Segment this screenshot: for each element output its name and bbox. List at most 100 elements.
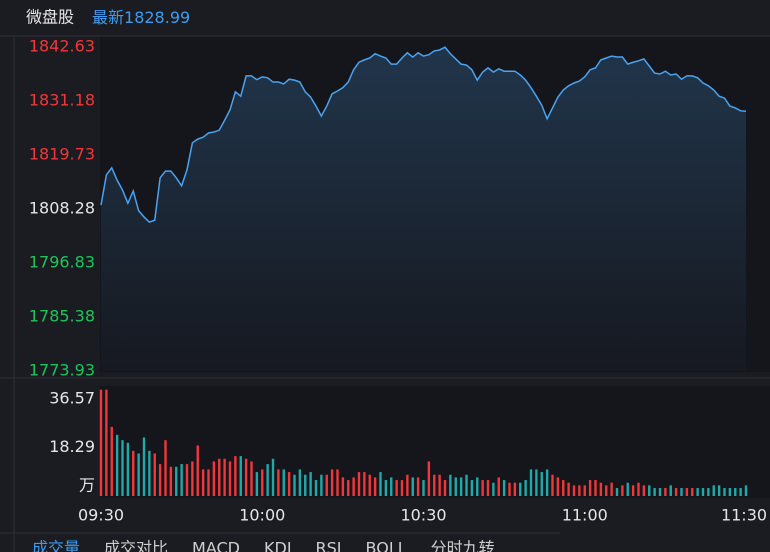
volume-bar [341, 477, 345, 496]
volume-bar [357, 472, 361, 496]
x-tick-label: 10:30 [400, 506, 446, 525]
volume-bar [669, 485, 672, 496]
volume-bar [298, 469, 302, 496]
volume-bar [175, 466, 178, 496]
volume-bar [207, 469, 210, 496]
latest-label: 最新 [92, 8, 124, 27]
volume-bar [142, 437, 146, 496]
latest-value: 1828.99 [124, 8, 190, 27]
volume-bar [476, 477, 479, 496]
volume-bar [416, 477, 420, 496]
volume-bar [110, 426, 113, 496]
volume-bar [244, 458, 248, 496]
price-area [101, 47, 746, 371]
volume-bar [513, 482, 517, 496]
volume-bar [605, 485, 608, 496]
volume-bar [621, 485, 624, 496]
volume-bar [545, 469, 549, 496]
volume-bar [481, 480, 484, 496]
volume-bar [368, 474, 371, 496]
volume-bar [433, 474, 436, 496]
volume-bar [320, 474, 323, 496]
volume-bar [384, 480, 388, 496]
volume-bar [701, 488, 705, 496]
tab[interactable]: 成交量 [32, 539, 80, 552]
volume-bar [454, 477, 457, 496]
volume-bar [486, 480, 490, 496]
volume-bar [347, 480, 350, 496]
y-tick-label: 1831.18 [29, 91, 95, 110]
volume-bar [588, 480, 592, 496]
volume-bar [696, 488, 699, 496]
volume-bar [400, 480, 404, 496]
volume-bar [325, 474, 328, 496]
volume-bar [578, 485, 581, 496]
y-tick-label: 1785.38 [29, 307, 95, 326]
y-tick-label: 1796.83 [29, 253, 95, 272]
volume-bar [293, 474, 296, 496]
volume-bar [653, 488, 656, 496]
y-tick-label: 1842.63 [29, 37, 95, 56]
volume-bar [422, 480, 425, 496]
volume-bar [304, 474, 307, 496]
volume-bar [137, 453, 140, 496]
volume-bar [314, 480, 318, 496]
volume-bar [685, 488, 689, 496]
volume-bar [121, 440, 124, 496]
y-tick-label: 万 [79, 476, 95, 495]
volume-bar [336, 469, 339, 496]
volume-bar [648, 485, 651, 496]
volume-bar [664, 488, 667, 496]
volume-bar [744, 485, 748, 496]
volume-bar [443, 480, 447, 496]
volume-bar [519, 482, 522, 496]
y-tick-label: 1808.28 [29, 199, 95, 218]
volume-bar [508, 482, 511, 496]
volume-bar [562, 480, 565, 496]
volume-bar [492, 482, 495, 496]
volume-bar [674, 488, 678, 496]
volume-bar [250, 461, 253, 496]
volume-bar [234, 456, 237, 496]
price-line [100, 46, 747, 223]
volume-bar [191, 461, 194, 496]
volume-bar [540, 472, 543, 496]
volume-bar [148, 450, 151, 496]
volume-bar [352, 477, 355, 496]
volume-bar [551, 474, 554, 496]
tab[interactable]: RSI [316, 539, 342, 552]
y-tick-label: 36.57 [49, 388, 95, 407]
volume-bar [379, 472, 382, 496]
tab[interactable]: MACD [192, 539, 240, 552]
volume-bar [266, 464, 269, 496]
volume-bar [158, 464, 162, 496]
volume-bar [153, 453, 156, 496]
volume-bar [524, 480, 527, 496]
volume-bar [105, 389, 108, 496]
volume-bar [411, 477, 414, 496]
volume-bar [277, 469, 280, 496]
volume-bar [535, 469, 538, 496]
volume-bar [196, 445, 199, 496]
volume-bar [201, 469, 205, 496]
volume-bar [739, 488, 742, 496]
volume-bar [287, 472, 291, 496]
volume-bar [309, 472, 312, 496]
volume-bar [406, 474, 409, 496]
volume-bar [470, 480, 474, 496]
volume-bar [637, 482, 640, 496]
volume-bar [680, 488, 683, 496]
volume-bar [572, 485, 576, 496]
volume-bar [169, 466, 173, 496]
tab[interactable]: 成交对比 [104, 539, 168, 552]
tab[interactable]: KDJ [264, 539, 292, 552]
volume-bar [707, 488, 710, 496]
tab[interactable]: 分时九转 [431, 539, 495, 552]
volume-bar [212, 461, 216, 496]
volume-bar [610, 482, 613, 496]
tab[interactable]: BOLL [366, 539, 407, 552]
volume-bar [180, 464, 183, 496]
volume-bar [390, 477, 393, 496]
index-name: 微盘股 [26, 8, 74, 27]
